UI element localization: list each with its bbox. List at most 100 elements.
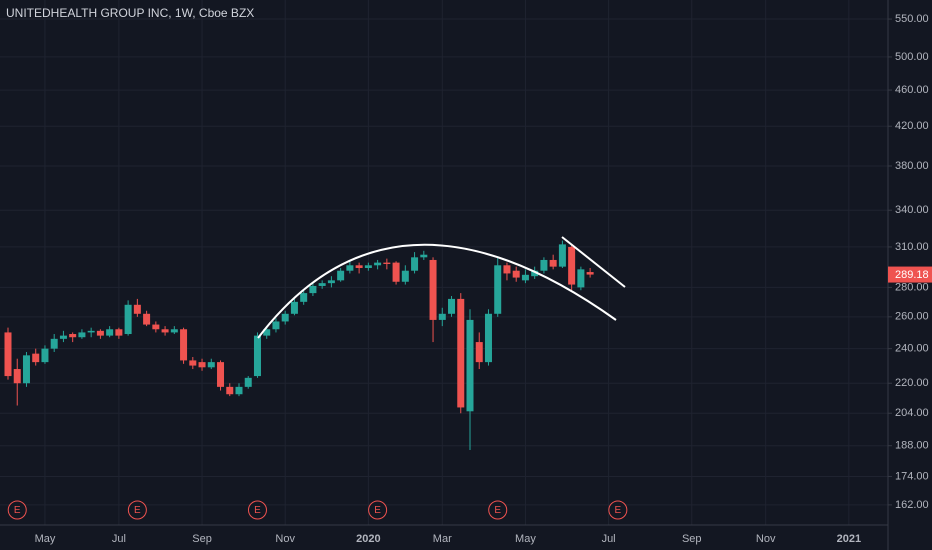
x-tick-label: Nov <box>275 533 295 545</box>
axes: 162.00 174.00 188.00 204.00 220.00 240.00 260.… <box>7 13 932 545</box>
earnings-marker <box>247 500 267 520</box>
candle-body <box>466 319 474 412</box>
candle-body <box>374 262 382 266</box>
candle-body <box>503 265 511 274</box>
earnings-marker <box>368 500 388 520</box>
x-tick-label: May <box>515 533 536 545</box>
earnings-label: E <box>374 505 381 516</box>
candle-body <box>346 265 354 271</box>
candle-body <box>540 259 548 271</box>
candle-body <box>420 254 428 258</box>
candle-body <box>364 265 372 268</box>
candle-body <box>457 298 465 408</box>
last-price-box <box>888 266 932 283</box>
candle-body <box>133 304 141 314</box>
candle-body <box>484 313 492 363</box>
grid <box>0 0 888 525</box>
y-tick-label: 420.00 <box>895 120 929 132</box>
x-tick-label: Jul <box>112 533 126 545</box>
candle-body <box>189 360 197 366</box>
y-tick-label: 204.00 <box>895 407 929 419</box>
candle-body <box>78 332 86 338</box>
earnings-label: E <box>494 505 501 516</box>
candle-body <box>531 270 539 277</box>
candle-body <box>568 246 576 285</box>
candle-body <box>438 313 446 320</box>
candle-body <box>207 362 215 368</box>
candle-body <box>244 377 252 387</box>
y-tick-label: 380.00 <box>895 160 929 172</box>
candle-body <box>318 283 326 286</box>
x-tick-label: May <box>35 533 56 545</box>
y-tick-label: 310.00 <box>895 241 929 253</box>
x-tick-label: Mar <box>433 533 452 545</box>
candle-body <box>337 270 345 281</box>
y-tick-label: 162.00 <box>895 499 929 511</box>
earnings-marker <box>7 500 27 520</box>
candle-body <box>577 269 585 288</box>
y-tick-label: 500.00 <box>895 51 929 63</box>
y-tick-label: 340.00 <box>895 204 929 216</box>
candle-body <box>253 335 261 377</box>
x-tick-label: Sep <box>192 533 212 545</box>
candle-body <box>115 329 123 336</box>
x-tick-label: Sep <box>682 533 702 545</box>
candle-body <box>226 386 234 395</box>
candle-body <box>198 362 206 368</box>
x-tick-label: Nov <box>756 533 776 545</box>
candle-body <box>124 304 132 335</box>
candle-body <box>521 274 529 281</box>
candle-body <box>59 335 67 339</box>
candle-body <box>327 280 335 284</box>
candle-body <box>401 270 409 282</box>
y-tick-label: 240.00 <box>895 343 929 355</box>
y-tick-label: 174.00 <box>895 470 929 482</box>
candle-body <box>106 329 114 336</box>
candle-body <box>429 259 437 320</box>
earnings-label: E <box>615 505 622 516</box>
chart-title: UNITEDHEALTH GROUP INC, 1W, Cboe BZX <box>6 6 254 20</box>
candle-body <box>32 353 40 363</box>
candle-body <box>263 329 271 336</box>
last-price-label: 289.18 <box>895 269 929 281</box>
candle-body <box>152 324 160 330</box>
trend-line <box>561 236 626 288</box>
earnings-marker <box>127 500 147 520</box>
x-tick-label: Jul <box>602 533 616 545</box>
candle-body <box>383 262 391 264</box>
candle-body <box>475 342 483 363</box>
candle-body <box>281 313 289 322</box>
candle-body <box>217 362 225 387</box>
candle-body <box>549 259 557 267</box>
earnings-label: E <box>134 505 141 516</box>
candle-body <box>448 298 456 314</box>
candle-body <box>69 334 77 338</box>
x-tick-label: 2021 <box>837 533 861 545</box>
candle-body <box>411 257 419 271</box>
candle-body <box>50 338 58 349</box>
y-tick-label: 260.00 <box>895 311 929 323</box>
earnings-marker <box>608 500 628 520</box>
candle-body <box>272 321 280 330</box>
earnings-label: E <box>254 505 261 516</box>
candle-body <box>494 265 502 314</box>
candle-body <box>512 270 520 278</box>
candle-body <box>558 244 566 267</box>
candle-body <box>300 293 308 302</box>
candle-body <box>309 285 317 294</box>
candle-body <box>161 329 169 333</box>
candle-body <box>143 313 151 325</box>
candle-body <box>41 348 49 363</box>
y-tick-label: 280.00 <box>895 281 929 293</box>
candle-body <box>180 329 188 361</box>
candle-body <box>170 329 178 333</box>
y-tick-label: 220.00 <box>895 377 929 389</box>
y-tick-label: 460.00 <box>895 84 929 96</box>
candle-body <box>290 301 298 314</box>
candle-body <box>13 369 21 384</box>
candle-body <box>586 272 594 275</box>
trend-arc <box>257 243 617 339</box>
candle-body <box>96 330 104 336</box>
